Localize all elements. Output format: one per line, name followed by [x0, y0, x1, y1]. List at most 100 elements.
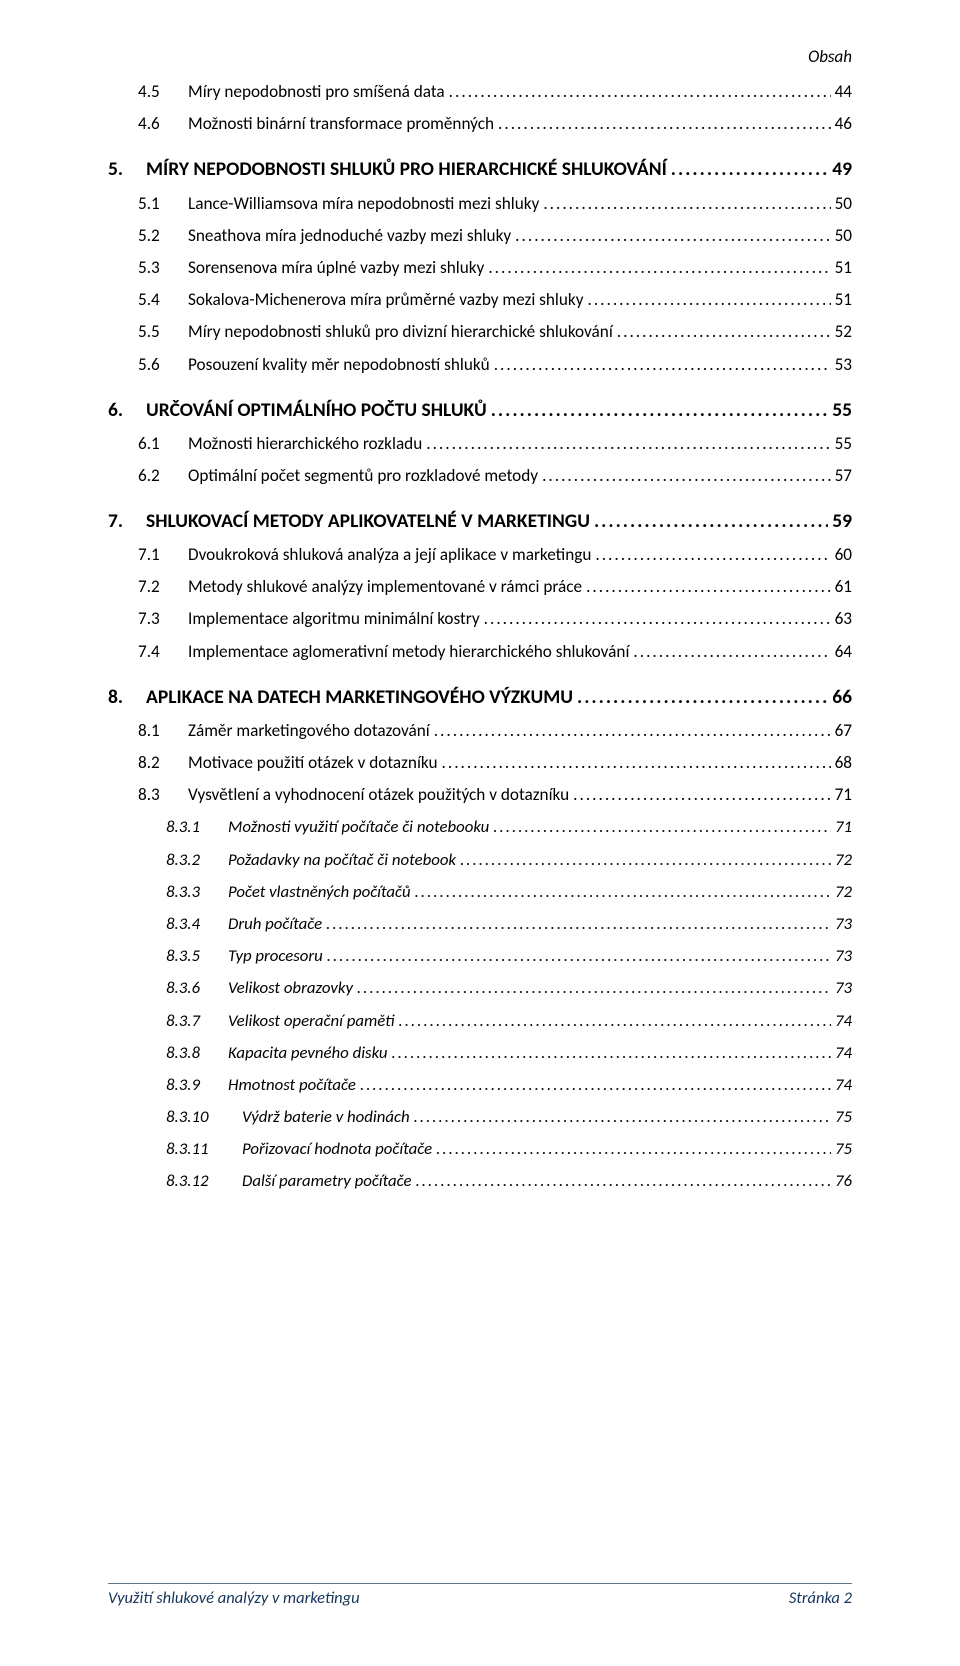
toc-entry: 8.3.2Požadavky na počítač či notebook 72	[108, 849, 852, 870]
toc-entry-page: 73	[835, 945, 852, 966]
toc-entry-title: Velikost obrazovky	[228, 977, 353, 998]
toc-entry-page: 59	[832, 509, 852, 533]
toc-entry-title: Hmotnost počítače	[228, 1074, 356, 1095]
toc-entry-number: 5.	[108, 157, 146, 181]
toc-entry-title: MÍRY NEPODOBNOSTI SHLUKŮ PRO HIERARCHICK…	[146, 157, 667, 181]
toc-entry: 7.SHLUKOVACÍ METODY APLIKOVATELNÉ V MARK…	[108, 509, 852, 533]
toc-entry-number: 7.1	[138, 544, 188, 565]
toc-entry-page: 44	[835, 81, 852, 102]
toc-entry-page: 46	[835, 113, 852, 134]
toc-entry-title: Druh počítače	[228, 913, 322, 934]
toc-entry-number: 5.2	[138, 225, 188, 246]
toc-entry: 5.6Posouzení kvality měr nepodobností sh…	[108, 354, 852, 375]
toc-entry: 5.4Sokalova-Michenerova míra průměrné va…	[108, 289, 852, 310]
toc-entry-page: 57	[835, 465, 852, 486]
toc-entry-page: 51	[835, 257, 852, 278]
toc-entry-number: 5.1	[138, 193, 188, 214]
toc-entry: 7.4Implementace aglomerativní metody hie…	[108, 641, 852, 662]
toc-entry: 6.URČOVÁNÍ OPTIMÁLNÍHO POČTU SHLUKŮ 55	[108, 398, 852, 422]
toc-leader-dots	[415, 881, 831, 902]
toc-entry: 5.3Sorensenova míra úplné vazby mezi shl…	[108, 257, 852, 278]
toc-entry: 4.5Míry nepodobnosti pro smíšená data 44	[108, 81, 852, 102]
toc-entry: 8.APLIKACE NA DATECH MARKETINGOVÉHO VÝZK…	[108, 685, 852, 709]
toc-entry-page: 73	[835, 913, 852, 934]
toc-entry-page: 75	[835, 1138, 852, 1159]
toc-entry-title: Kapacita pevného disku	[228, 1042, 387, 1063]
toc-entry-title: Vysvětlení a vyhodnocení otázek použitýc…	[188, 784, 569, 805]
toc-entry-page: 61	[835, 576, 852, 597]
toc-entry-title: Posouzení kvality měr nepodobností shluk…	[188, 354, 490, 375]
toc-leader-dots	[633, 641, 830, 662]
toc-entry-title: Možnosti využití počítače či notebooku	[228, 816, 489, 837]
toc-entry: 8.3.3Počet vlastněných počítačů 72	[108, 881, 852, 902]
toc-entry-page: 71	[835, 784, 852, 805]
toc-entry-number: 8.1	[138, 720, 188, 741]
toc-entry-number: 7.	[108, 509, 146, 533]
toc-leader-dots	[587, 289, 830, 310]
toc-entry-title: Implementace algoritmu minimální kostry	[188, 608, 480, 629]
toc-entry-number: 8.3.2	[166, 849, 228, 870]
toc-entry-page: 66	[832, 685, 852, 709]
toc-leader-dots	[436, 1138, 831, 1159]
toc-entry-title: Míry nepodobnosti pro smíšená data	[188, 81, 445, 102]
toc-entry: 8.3Vysvětlení a vyhodnocení otázek použi…	[108, 784, 852, 805]
toc-entry-title: Možnosti binární transformace proměnných	[188, 113, 494, 134]
toc-entry-number: 5.3	[138, 257, 188, 278]
toc-entry: 8.3.9Hmotnost počítače 74	[108, 1074, 852, 1095]
toc-entry-number: 5.6	[138, 354, 188, 375]
toc-entry-page: 50	[835, 225, 852, 246]
toc-entry-title: Záměr marketingového dotazování	[188, 720, 430, 741]
toc-leader-dots	[488, 257, 830, 278]
toc-entry-page: 74	[835, 1042, 852, 1063]
toc-entry-page: 74	[835, 1074, 852, 1095]
toc-entry: 8.3.4Druh počítače 73	[108, 913, 852, 934]
toc-leader-dots	[493, 816, 831, 837]
toc-entry-page: 68	[835, 752, 852, 773]
toc-entry-page: 72	[835, 849, 852, 870]
toc-entry: 8.3.8Kapacita pevného disku 74	[108, 1042, 852, 1063]
toc-leader-dots	[414, 1106, 831, 1127]
toc-leader-dots	[327, 945, 831, 966]
page-header-label: Obsah	[808, 46, 852, 67]
toc-leader-dots	[460, 849, 831, 870]
toc-entry-number: 7.3	[138, 608, 188, 629]
toc-leader-dots	[442, 752, 831, 773]
toc-entry-title: Implementace aglomerativní metody hierar…	[188, 641, 629, 662]
toc-entry-page: 72	[835, 881, 852, 902]
toc-leader-dots	[573, 784, 830, 805]
toc-leader-dots	[449, 81, 831, 102]
toc-entry-number: 8.3	[138, 784, 188, 805]
toc-entry: 7.1Dvoukroková shluková analýza a její a…	[108, 544, 852, 565]
toc-entry-number: 8.3.11	[166, 1138, 242, 1159]
toc-entry: 8.3.10Výdrž baterie v hodinách 75	[108, 1106, 852, 1127]
toc-entry-title: Sokalova-Michenerova míra průměrné vazby…	[188, 289, 583, 310]
toc-entry: 5.MÍRY NEPODOBNOSTI SHLUKŮ PRO HIERARCHI…	[108, 157, 852, 181]
toc-leader-dots	[426, 433, 830, 454]
toc-entry-title: Možnosti hierarchického rozkladu	[188, 433, 422, 454]
toc-leader-dots	[360, 1074, 831, 1095]
toc-entry-title: Počet vlastněných počítačů	[228, 881, 411, 902]
toc-entry-page: 55	[832, 398, 852, 422]
toc-entry-title: APLIKACE NA DATECH MARKETINGOVÉHO VÝZKUM…	[146, 685, 573, 709]
toc-entry: 4.6Možnosti binární transformace proměnn…	[108, 113, 852, 134]
toc-leader-dots	[595, 544, 830, 565]
toc-entry-number: 8.	[108, 685, 146, 709]
toc-entry-title: URČOVÁNÍ OPTIMÁLNÍHO POČTU SHLUKŮ	[146, 398, 487, 422]
toc-entry-title: Motivace použití otázek v dotazníku	[188, 752, 438, 773]
toc-entry-title: Metody shlukové analýzy implementované v…	[188, 576, 582, 597]
toc-entry: 6.1Možnosti hierarchického rozkladu 55	[108, 433, 852, 454]
toc-entry-page: 64	[835, 641, 852, 662]
toc-entry-number: 7.4	[138, 641, 188, 662]
toc-entry-title: Požadavky na počítač či notebook	[228, 849, 456, 870]
toc-entry-number: 5.4	[138, 289, 188, 310]
toc-leader-dots	[416, 1170, 831, 1191]
toc-entry-number: 8.3.8	[166, 1042, 228, 1063]
toc-leader-dots	[543, 193, 830, 214]
toc-entry-number: 8.3.12	[166, 1170, 242, 1191]
toc-leader-dots	[491, 398, 829, 422]
toc-entry-title: Výdrž baterie v hodinách	[242, 1106, 410, 1127]
toc-entry-page: 74	[835, 1010, 852, 1031]
toc-entry-number: 8.3.4	[166, 913, 228, 934]
toc-entry: 8.3.7Velikost operační paměti 74	[108, 1010, 852, 1031]
toc-entry-page: 49	[832, 157, 852, 181]
